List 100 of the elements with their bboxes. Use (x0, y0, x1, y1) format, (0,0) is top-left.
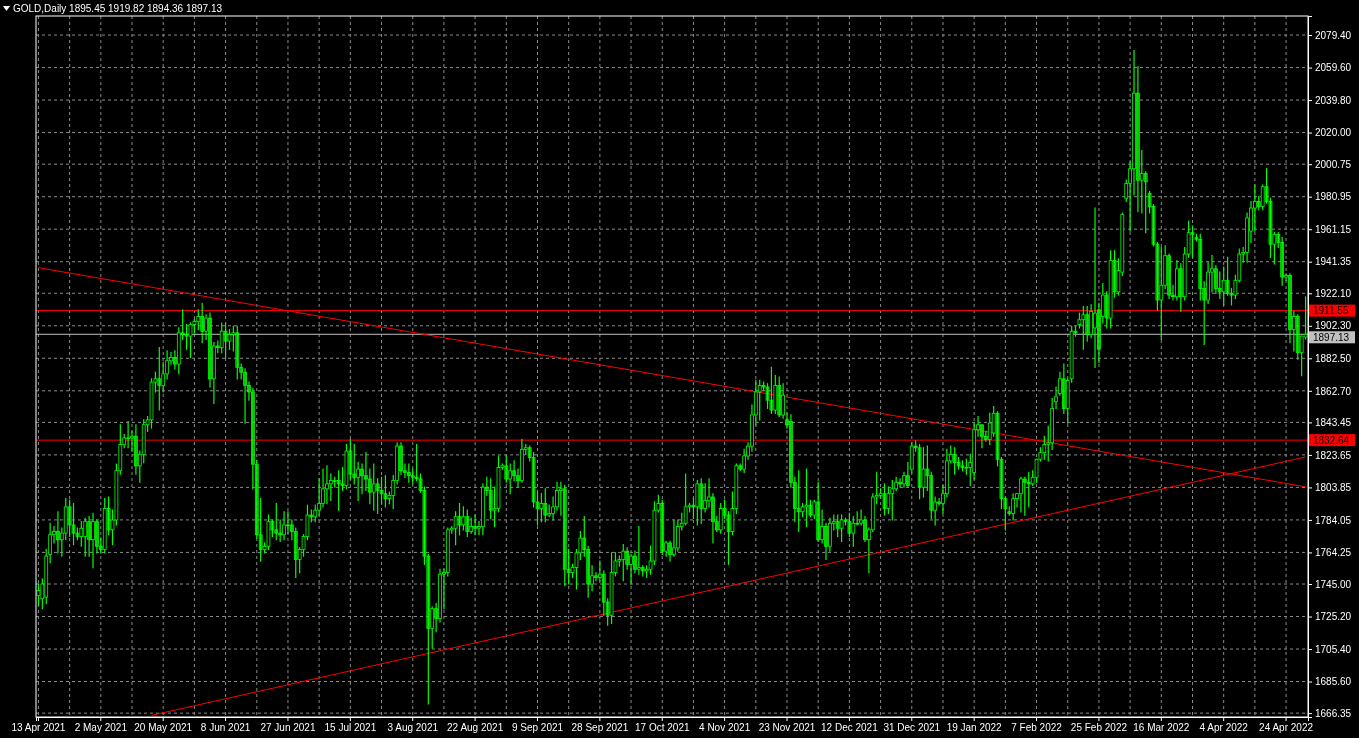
y-tick-label: 1922.10 (1315, 287, 1352, 299)
candlestick (1093, 207, 1097, 368)
candlestick (251, 388, 255, 490)
x-tick-label: 8 Jun 2021 (200, 722, 251, 734)
candlestick (126, 420, 130, 449)
candlestick (200, 302, 205, 344)
candlestick (761, 381, 766, 391)
candlestick (601, 570, 606, 616)
candlestick (1061, 363, 1066, 414)
candlestick (1104, 291, 1109, 329)
candlestick (1143, 171, 1148, 234)
candlestick (274, 502, 279, 541)
candlestick (839, 514, 844, 542)
candlestick (1167, 253, 1171, 299)
candlestick (254, 460, 259, 539)
candlestick (668, 540, 672, 562)
x-tick-label: 16 Mar 2022 (1133, 722, 1190, 734)
candlestick (1264, 168, 1269, 204)
candlestick (1147, 191, 1152, 214)
candlestick (231, 325, 236, 352)
y-tick-label: 2000.75 (1315, 158, 1352, 170)
x-tick-label: 22 Aug 2021 (447, 722, 504, 734)
candlestick (488, 478, 493, 519)
candlestick (367, 468, 372, 505)
candlestick (1198, 233, 1203, 301)
x-tick-label: 28 Sep 2021 (571, 722, 629, 734)
candlestick (535, 491, 540, 526)
candlestick (683, 473, 688, 526)
y-tick-label: 1784.05 (1315, 514, 1352, 526)
x-tick-label: 19 Jan 2022 (946, 722, 1003, 734)
candlestick (562, 484, 567, 587)
x-tick-label: 23 Nov 2021 (758, 722, 816, 734)
candlestick (364, 452, 368, 492)
x-tick-label: 13 Apr 2021 (11, 722, 66, 734)
candlestick (594, 571, 598, 582)
candlestick (726, 511, 731, 565)
y-tick-label: 2039.80 (1315, 94, 1352, 106)
candlestick (1194, 233, 1199, 242)
x-tick-label: 3 Aug 2021 (387, 722, 439, 734)
ref-line-label: 1832.64 (1313, 434, 1350, 446)
candlestick (999, 457, 1004, 510)
candlestick (582, 516, 587, 557)
candlestick (95, 519, 99, 554)
x-tick-label: 15 Jul 2021 (324, 722, 377, 734)
candlestick (633, 550, 637, 574)
y-tick-label: 1725.20 (1315, 611, 1352, 623)
candlestick (1026, 471, 1031, 508)
candlestick (1214, 264, 1218, 295)
candlestick (1295, 314, 1300, 360)
candlestick (621, 544, 626, 582)
candlestick (917, 443, 922, 500)
candlestick (512, 460, 516, 482)
candlestick (504, 455, 509, 483)
candlestick (1280, 237, 1285, 286)
y-tick-label: 1961.15 (1315, 223, 1352, 235)
candlestick (352, 443, 357, 485)
candlestick (1155, 241, 1160, 311)
candlestick (1217, 271, 1222, 299)
candlestick (777, 376, 782, 418)
candlestick (418, 473, 423, 493)
candlestick (247, 381, 251, 401)
candlestick (1011, 493, 1016, 521)
candlestick (625, 547, 630, 570)
candlestick (87, 516, 91, 557)
candlestick (531, 452, 536, 508)
candlestick (414, 443, 419, 482)
candlestick (410, 468, 415, 485)
candlestick (208, 312, 212, 388)
candlestick (188, 322, 193, 359)
candlestick (637, 525, 641, 575)
candlestick (640, 565, 645, 577)
y-tick-label: 1745.00 (1315, 578, 1352, 590)
candlestick (1288, 273, 1292, 344)
candlestick (56, 511, 60, 554)
candlestick (1081, 305, 1086, 350)
candlestick (757, 379, 762, 421)
candlestick (789, 414, 793, 488)
x-tick-label: 20 May 2021 (134, 722, 193, 734)
candlestick (293, 527, 298, 579)
candlestick (290, 519, 294, 541)
candlestick (223, 322, 228, 359)
candlestick (282, 511, 286, 541)
candlestick (426, 553, 431, 705)
x-tick-label: 17 Oct 2021 (635, 722, 690, 734)
candlestick (1268, 197, 1273, 258)
candlestick (1178, 263, 1183, 313)
candlestick (812, 499, 817, 519)
y-tick-label: 1764.25 (1315, 547, 1352, 559)
candlestick (1022, 476, 1027, 516)
candlestick (921, 447, 926, 498)
candlestick (1042, 435, 1047, 460)
y-tick-label: 2079.40 (1315, 29, 1352, 41)
candlestick (258, 498, 263, 562)
ref-line-label: 1897.13 (1313, 331, 1350, 343)
x-tick-label: 31 Dec 2021 (883, 722, 941, 734)
candlestick (960, 460, 965, 472)
candlestick (586, 545, 591, 598)
y-tick-label: 1803.85 (1315, 482, 1352, 494)
candlestick (851, 516, 856, 547)
chart-title: GOLD,Daily 1895.45 1919.82 1894.36 1897.13 (13, 3, 223, 14)
